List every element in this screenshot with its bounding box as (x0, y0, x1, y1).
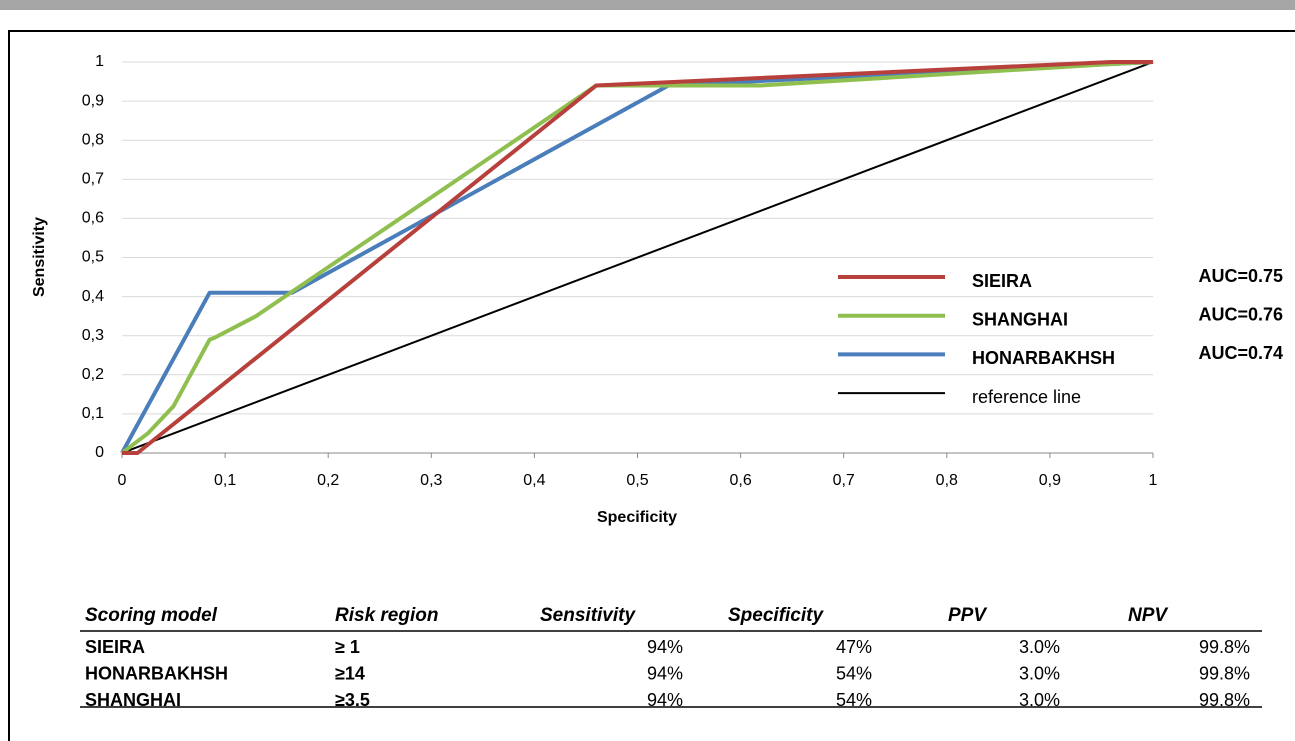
x-tick-label: 0,9 (1039, 472, 1061, 489)
table-cell: 47% (836, 637, 872, 657)
table-cell: ≥ 1 (335, 637, 360, 657)
auc-label: AUC=0.74 (1198, 343, 1283, 363)
top-bar (0, 0, 1295, 10)
table-header: NPV (1128, 605, 1168, 626)
y-tick-label: 0 (95, 444, 104, 461)
y-tick-label: 0,2 (82, 366, 104, 383)
y-tick-label: 1 (95, 53, 104, 70)
series-line (122, 60, 1153, 455)
table-cell: HONARBAKHSH (85, 663, 228, 683)
table-header: Risk region (335, 605, 438, 626)
y-tick-label: 0,7 (82, 171, 104, 188)
table-cell: 99.8% (1199, 637, 1250, 657)
x-tick-label: 1 (1149, 472, 1158, 489)
y-tick-label: 0,8 (82, 131, 104, 148)
legend-label: SHANGHAI (972, 309, 1068, 329)
x-tick-label: 0,4 (523, 472, 545, 489)
y-tick-label: 0,3 (82, 327, 104, 344)
table-cell: 99.8% (1199, 663, 1250, 683)
y-tick-label: 0,5 (82, 249, 104, 266)
y-tick-label: 0,9 (82, 92, 104, 109)
legend-label: reference line (972, 387, 1081, 407)
x-tick-label: 0,8 (936, 472, 958, 489)
auc-label: AUC=0.76 (1198, 304, 1283, 324)
table-cell: 94% (647, 637, 683, 657)
table-header: Specificity (728, 605, 824, 626)
x-tick-label: 0,6 (729, 472, 751, 489)
x-tick-label: 0 (118, 472, 127, 489)
y-tick-label: 0,1 (82, 405, 104, 422)
series-line (120, 60, 1154, 455)
table-cell: 54% (836, 690, 872, 710)
y-tick-label: 0,4 (82, 288, 104, 305)
table-cell: 3.0% (1019, 663, 1060, 683)
x-tick-label: 0,3 (420, 472, 442, 489)
auc-label: AUC=0.75 (1198, 266, 1283, 286)
table-cell: 3.0% (1019, 637, 1060, 657)
table-cell: 3.0% (1019, 690, 1060, 710)
x-axis-title: Specificity (597, 509, 677, 526)
legend-label: HONARBAKHSH (972, 348, 1115, 368)
table-cell: 94% (647, 663, 683, 683)
x-tick-label: 0,1 (214, 472, 236, 489)
series-line (121, 61, 1154, 454)
table-header: Scoring model (85, 605, 218, 626)
x-tick-label: 0,5 (626, 472, 648, 489)
x-tick-label: 0,2 (317, 472, 339, 489)
table-cell: SHANGHAI (85, 690, 181, 710)
y-axis-title: Sensitivity (31, 217, 48, 297)
table-cell: SIEIRA (85, 637, 145, 657)
table-cell: 99.8% (1199, 690, 1250, 710)
table-cell: 54% (836, 663, 872, 683)
table-cell: ≥3.5 (335, 690, 370, 710)
x-tick-label: 0,7 (833, 472, 855, 489)
legend-label: SIEIRA (972, 271, 1032, 291)
table-cell: ≥14 (335, 663, 365, 683)
table-cell: 94% (647, 690, 683, 710)
table-header: Sensitivity (540, 605, 636, 626)
table-header: PPV (948, 605, 987, 626)
y-tick-label: 0,6 (82, 210, 104, 227)
